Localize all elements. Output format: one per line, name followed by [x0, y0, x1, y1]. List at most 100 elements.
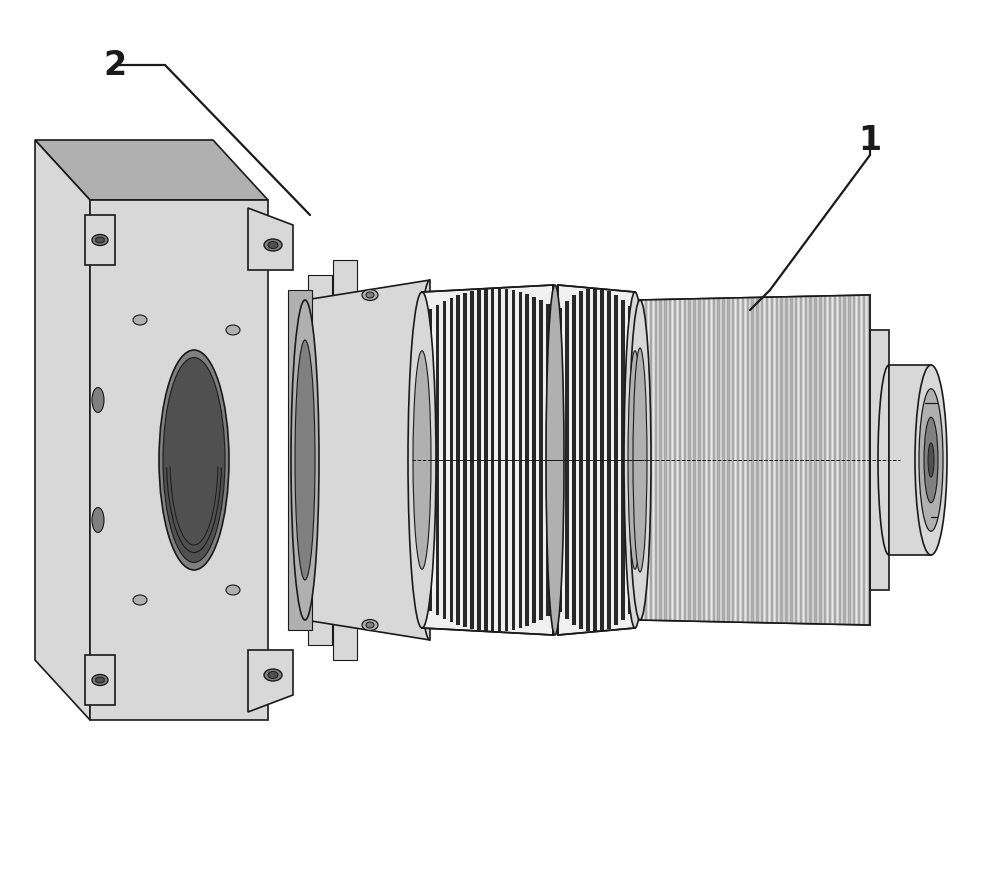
Polygon shape: [484, 289, 488, 631]
Polygon shape: [829, 296, 831, 624]
Text: 2: 2: [103, 48, 127, 82]
Polygon shape: [732, 298, 734, 622]
Ellipse shape: [159, 350, 229, 570]
Ellipse shape: [408, 292, 436, 628]
Polygon shape: [686, 299, 688, 621]
Polygon shape: [853, 296, 855, 625]
Polygon shape: [727, 298, 730, 622]
Polygon shape: [674, 299, 676, 620]
Polygon shape: [662, 299, 664, 620]
Polygon shape: [422, 314, 425, 605]
Ellipse shape: [133, 315, 147, 325]
Polygon shape: [863, 295, 865, 625]
Polygon shape: [614, 295, 618, 626]
Polygon shape: [558, 309, 562, 612]
Ellipse shape: [133, 595, 147, 605]
Polygon shape: [308, 275, 332, 645]
Polygon shape: [824, 296, 826, 624]
Polygon shape: [839, 296, 841, 624]
Polygon shape: [85, 215, 115, 265]
Polygon shape: [751, 297, 754, 622]
Polygon shape: [720, 298, 722, 622]
Polygon shape: [505, 289, 508, 631]
Polygon shape: [565, 301, 568, 620]
Polygon shape: [785, 297, 788, 623]
Ellipse shape: [92, 674, 108, 686]
Polygon shape: [659, 299, 662, 620]
Polygon shape: [572, 296, 576, 625]
Polygon shape: [463, 293, 467, 627]
Ellipse shape: [624, 292, 646, 628]
Polygon shape: [766, 297, 768, 623]
Polygon shape: [676, 299, 679, 620]
Polygon shape: [790, 297, 793, 623]
Polygon shape: [788, 297, 790, 623]
Polygon shape: [793, 297, 795, 623]
Polygon shape: [450, 297, 453, 622]
Ellipse shape: [915, 365, 947, 555]
Polygon shape: [809, 297, 812, 624]
Polygon shape: [776, 297, 778, 623]
Polygon shape: [715, 298, 717, 621]
Polygon shape: [684, 299, 686, 621]
Ellipse shape: [628, 351, 642, 569]
Ellipse shape: [362, 290, 378, 300]
Polygon shape: [698, 298, 701, 621]
Polygon shape: [657, 299, 659, 620]
Polygon shape: [851, 296, 853, 625]
Polygon shape: [703, 298, 705, 621]
Polygon shape: [288, 290, 312, 630]
Polygon shape: [759, 297, 761, 622]
Polygon shape: [708, 298, 710, 621]
Ellipse shape: [268, 241, 278, 248]
Polygon shape: [546, 304, 550, 616]
Polygon shape: [860, 295, 863, 625]
Polygon shape: [805, 297, 807, 624]
Polygon shape: [742, 297, 744, 622]
Polygon shape: [802, 297, 805, 624]
Polygon shape: [812, 297, 814, 624]
Polygon shape: [696, 299, 698, 621]
Polygon shape: [593, 289, 596, 632]
Polygon shape: [667, 299, 669, 620]
Polygon shape: [498, 289, 501, 632]
Polygon shape: [579, 291, 582, 628]
Ellipse shape: [268, 671, 278, 678]
Polygon shape: [834, 296, 836, 624]
Polygon shape: [771, 297, 773, 623]
Ellipse shape: [96, 237, 104, 243]
Polygon shape: [640, 295, 870, 625]
Polygon shape: [783, 297, 785, 623]
Polygon shape: [669, 299, 671, 620]
Polygon shape: [333, 260, 357, 660]
Polygon shape: [744, 297, 747, 622]
Polygon shape: [848, 296, 851, 625]
Polygon shape: [865, 295, 868, 625]
Polygon shape: [701, 298, 703, 621]
Polygon shape: [436, 305, 439, 615]
Ellipse shape: [366, 292, 374, 298]
Polygon shape: [539, 300, 543, 620]
Polygon shape: [737, 298, 739, 622]
Polygon shape: [248, 650, 293, 712]
Ellipse shape: [264, 239, 282, 251]
Polygon shape: [652, 300, 655, 620]
Polygon shape: [645, 300, 647, 620]
Polygon shape: [525, 294, 529, 626]
Polygon shape: [650, 300, 652, 620]
Polygon shape: [710, 298, 713, 621]
Polygon shape: [693, 299, 696, 621]
Ellipse shape: [264, 669, 282, 681]
Ellipse shape: [633, 348, 647, 572]
Ellipse shape: [924, 417, 938, 502]
Polygon shape: [858, 296, 860, 625]
Polygon shape: [691, 299, 693, 621]
Polygon shape: [889, 365, 931, 555]
Polygon shape: [443, 301, 446, 619]
Polygon shape: [831, 296, 834, 624]
Polygon shape: [248, 208, 293, 270]
Polygon shape: [780, 297, 783, 623]
Polygon shape: [795, 297, 797, 623]
Ellipse shape: [92, 508, 104, 532]
Polygon shape: [763, 297, 766, 623]
